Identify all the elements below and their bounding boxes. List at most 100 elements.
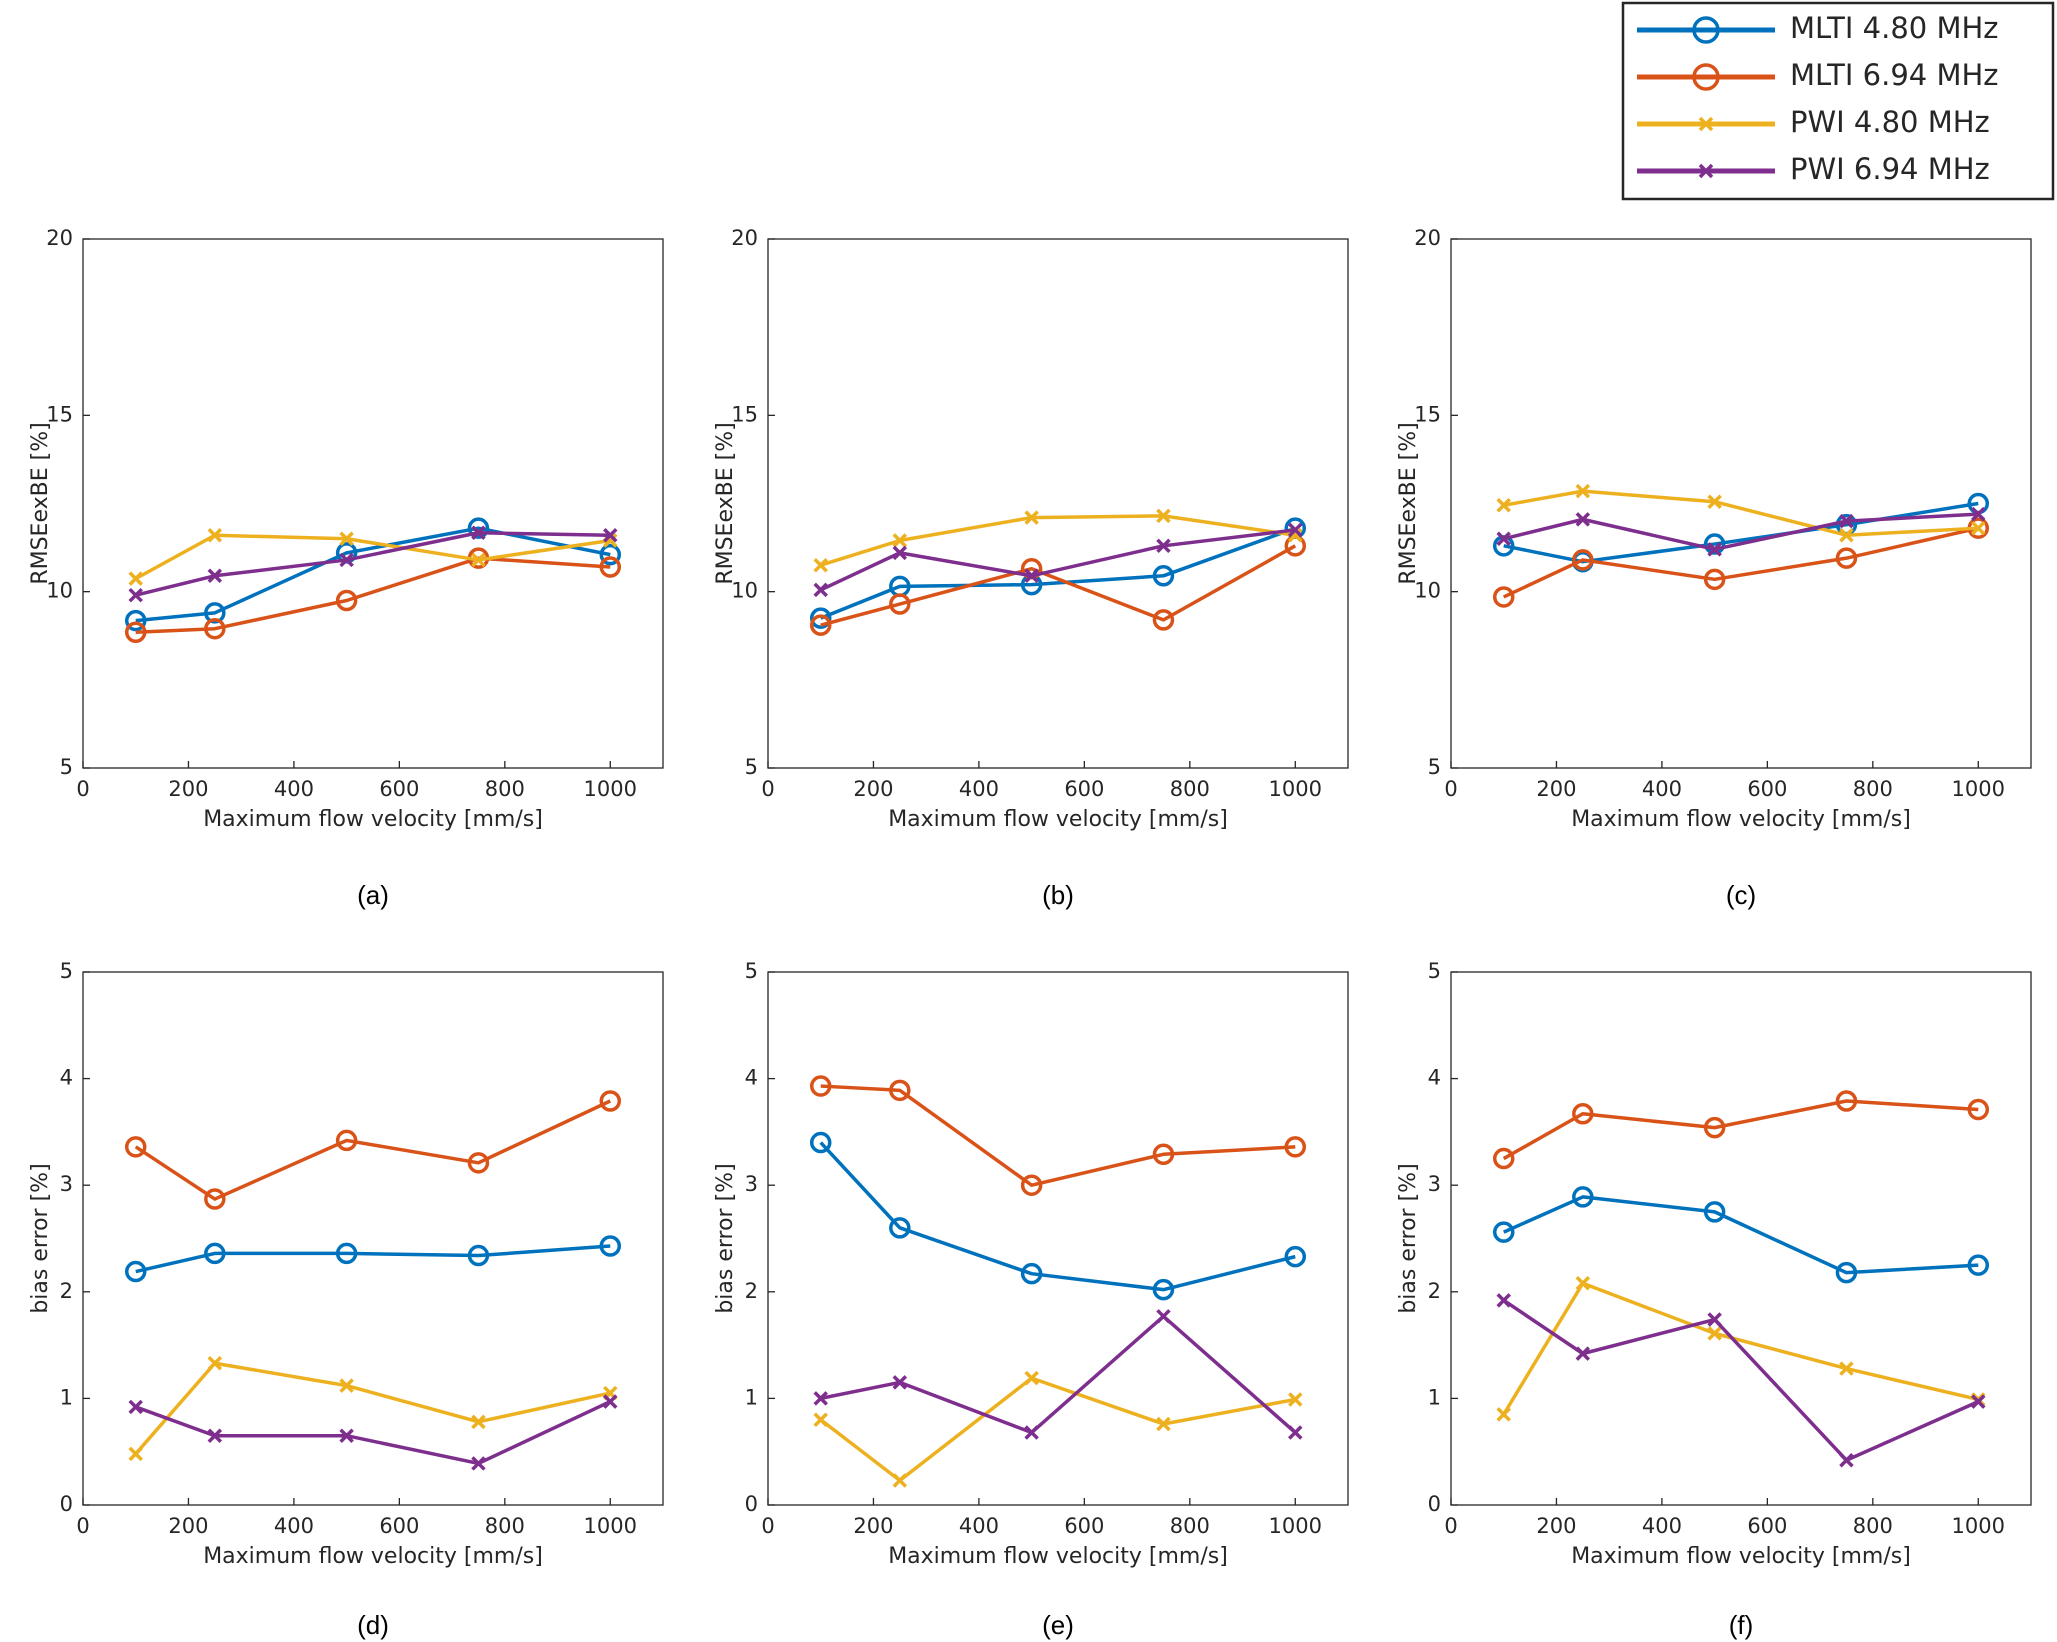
x-tick-label: 1000 bbox=[1269, 777, 1322, 801]
series-line bbox=[820, 1084, 1296, 1187]
point bbox=[471, 552, 486, 568]
point bbox=[1492, 586, 1515, 608]
point bbox=[207, 568, 223, 584]
x-tick-label: 400 bbox=[1642, 777, 1682, 801]
series-line bbox=[134, 1099, 612, 1201]
point bbox=[1152, 1143, 1175, 1166]
plot-area bbox=[767, 971, 1349, 1506]
x-tick-label: 200 bbox=[168, 777, 208, 801]
point bbox=[204, 1242, 226, 1265]
x-tick-label: 0 bbox=[1444, 777, 1457, 801]
point bbox=[339, 1428, 354, 1443]
y-axis-label: bias error [%] bbox=[1396, 1163, 1421, 1313]
x-tick-label: 0 bbox=[1444, 1514, 1457, 1538]
point bbox=[1156, 1309, 1171, 1324]
point bbox=[889, 593, 911, 615]
series-line bbox=[1503, 1195, 1979, 1275]
point bbox=[1284, 1245, 1307, 1268]
x-tick-label: 1000 bbox=[584, 1514, 637, 1538]
point bbox=[1288, 1392, 1303, 1407]
x-axis-label: Maximum flow velocity [mm/s] bbox=[1571, 807, 1911, 832]
point bbox=[892, 533, 908, 548]
point bbox=[1575, 512, 1591, 527]
x-tick-label: 600 bbox=[1747, 1514, 1787, 1538]
x-axis-label: Maximum flow velocity [mm/s] bbox=[888, 807, 1228, 832]
point bbox=[467, 1152, 490, 1174]
point bbox=[1156, 538, 1171, 554]
point bbox=[335, 1242, 358, 1265]
legend-label: MLTI 4.80 MHz bbox=[1790, 11, 1999, 45]
y-axis-label: RMSEexBE [%] bbox=[1396, 422, 1421, 584]
y-tick-label: 20 bbox=[46, 226, 73, 250]
point bbox=[1152, 609, 1175, 631]
y-tick-label: 15 bbox=[1414, 402, 1441, 426]
point bbox=[1971, 506, 1986, 522]
y-tick-label: 4 bbox=[745, 1066, 758, 1090]
point bbox=[124, 1260, 147, 1283]
x-tick-label: 600 bbox=[1064, 777, 1104, 801]
y-tick-label: 10 bbox=[46, 579, 73, 603]
x-tick-label: 800 bbox=[1853, 1514, 1893, 1538]
plot-area bbox=[82, 971, 664, 1506]
point bbox=[809, 1131, 832, 1154]
y-tick-label: 5 bbox=[1428, 959, 1441, 983]
x-tick-label: 400 bbox=[274, 1514, 314, 1538]
x-tick-label: 400 bbox=[959, 1514, 999, 1538]
point bbox=[809, 1075, 832, 1097]
y-tick-label: 4 bbox=[60, 1066, 73, 1090]
point bbox=[1492, 1221, 1515, 1243]
point bbox=[1839, 1452, 1854, 1468]
x-tick-label: 0 bbox=[761, 1514, 774, 1538]
point bbox=[339, 1378, 354, 1393]
point bbox=[1152, 565, 1175, 587]
point bbox=[599, 556, 622, 578]
point bbox=[1839, 528, 1854, 543]
point bbox=[1835, 1261, 1858, 1284]
point bbox=[204, 617, 226, 640]
y-tick-label: 0 bbox=[1428, 1492, 1441, 1516]
series-line bbox=[819, 1141, 1296, 1292]
panel-label: (f) bbox=[1729, 1610, 1754, 1640]
y-tick-label: 5 bbox=[1428, 755, 1441, 779]
point bbox=[1024, 510, 1039, 525]
point bbox=[813, 557, 828, 573]
series-line bbox=[820, 526, 1296, 620]
y-tick-label: 5 bbox=[745, 755, 758, 779]
point bbox=[1839, 1361, 1854, 1376]
point bbox=[207, 1355, 223, 1371]
y-axis-label: RMSEexBE [%] bbox=[713, 422, 738, 584]
y-tick-label: 2 bbox=[745, 1279, 758, 1303]
legend-marker bbox=[1698, 116, 1714, 132]
point bbox=[1496, 1293, 1511, 1308]
point bbox=[1288, 1425, 1303, 1440]
x-tick-label: 1000 bbox=[1952, 1514, 2005, 1538]
x-tick-label: 1000 bbox=[584, 777, 637, 801]
series-line bbox=[135, 526, 611, 623]
y-tick-label: 1 bbox=[1428, 1385, 1441, 1409]
point bbox=[1707, 1312, 1722, 1327]
series-line bbox=[1502, 1099, 1979, 1161]
point bbox=[1703, 533, 1726, 555]
point bbox=[813, 1412, 828, 1427]
point bbox=[1575, 1276, 1591, 1291]
y-tick-label: 5 bbox=[60, 959, 73, 983]
legend-marker bbox=[1692, 63, 1720, 91]
point bbox=[1839, 513, 1854, 529]
point bbox=[1835, 547, 1858, 569]
point bbox=[339, 552, 354, 568]
x-tick-label: 800 bbox=[1170, 1514, 1210, 1538]
y-tick-label: 3 bbox=[1428, 1172, 1441, 1196]
point bbox=[1575, 1346, 1591, 1361]
y-tick-label: 10 bbox=[731, 579, 758, 603]
series-line bbox=[1502, 526, 1979, 599]
x-tick-label: 800 bbox=[485, 1514, 525, 1538]
y-tick-label: 2 bbox=[60, 1279, 73, 1303]
point bbox=[603, 1394, 618, 1409]
point bbox=[1024, 1370, 1039, 1386]
point bbox=[889, 1079, 911, 1102]
point bbox=[204, 1188, 226, 1210]
panel-label: (e) bbox=[1042, 1610, 1074, 1640]
y-tick-label: 3 bbox=[745, 1172, 758, 1196]
y-tick-label: 15 bbox=[731, 402, 758, 426]
plot-area bbox=[1450, 238, 2032, 769]
